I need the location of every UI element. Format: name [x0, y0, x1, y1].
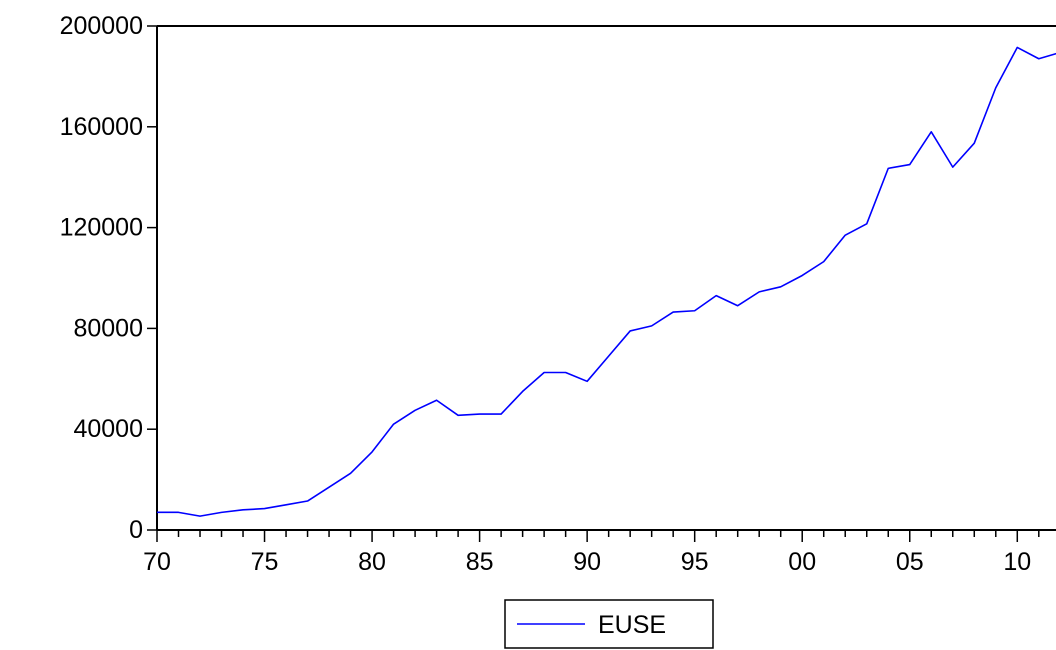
y-tick-label: 200000	[60, 12, 143, 40]
x-tick-label: 00	[788, 548, 816, 576]
y-tick-label: 160000	[60, 113, 143, 141]
y-tick-label: 80000	[73, 314, 143, 342]
y-tick-label: 0	[129, 516, 143, 544]
x-tick-label: 70	[143, 548, 171, 576]
chart-ticks: 0 40000 80000 120000 160000 200000 70 75 80 85 90 9…	[60, 12, 1040, 576]
chart-legend: EUSE	[504, 599, 714, 649]
x-tick-label: 10	[1003, 548, 1031, 576]
series-line-euse	[157, 46, 1056, 517]
y-tick-label: 120000	[60, 214, 143, 242]
x-tick-label: 80	[358, 548, 386, 576]
x-tick-label: 05	[896, 548, 924, 576]
chart-axes	[156, 25, 1056, 531]
x-tick-label: 95	[681, 548, 709, 576]
x-tick-label: 75	[251, 548, 279, 576]
x-tick-label: 90	[573, 548, 601, 576]
x-tick-label: 85	[466, 548, 494, 576]
chart-series	[157, 46, 1056, 517]
legend-label-euse: EUSE	[598, 611, 666, 639]
y-tick-label: 40000	[73, 415, 143, 443]
